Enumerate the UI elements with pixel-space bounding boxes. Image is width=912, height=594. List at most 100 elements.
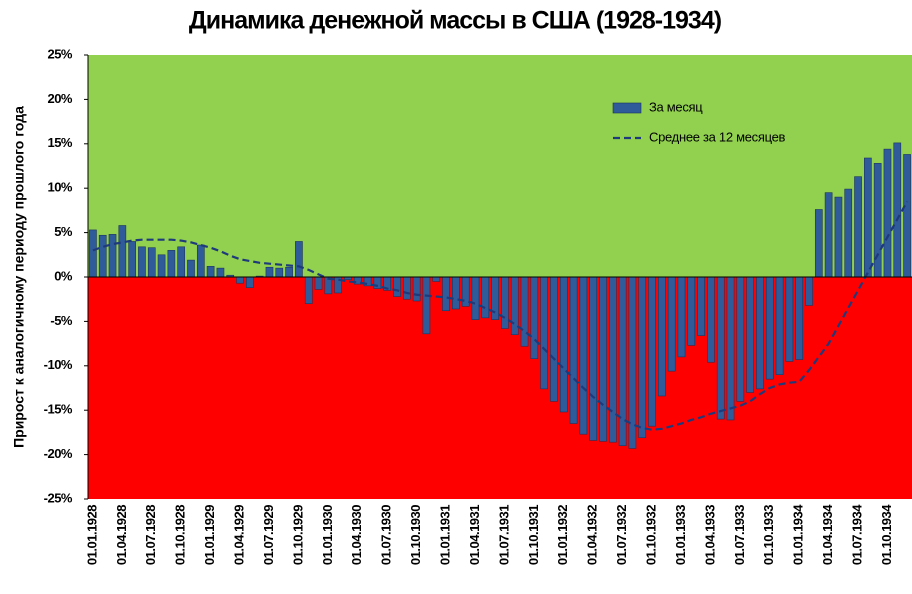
bar [452, 276, 460, 310]
x-tick-label: 01.07.1933 [732, 505, 747, 565]
y-tick-label: 5% [54, 224, 73, 239]
legend-swatch [612, 102, 642, 114]
bar [540, 276, 548, 390]
bar [893, 142, 902, 278]
bar [785, 276, 794, 362]
y-tick-label: -5% [50, 313, 73, 328]
bar [432, 276, 441, 282]
bar [393, 276, 401, 297]
x-tick-label: 01.10.1933 [761, 505, 776, 565]
bar [569, 276, 578, 424]
bar [824, 192, 833, 278]
x-tick-label: 01.04.1930 [349, 505, 364, 565]
bar [128, 241, 136, 278]
bar [854, 176, 862, 278]
bar [677, 276, 686, 358]
x-tick-label: 01.07.1932 [614, 505, 629, 565]
bar [520, 276, 529, 347]
bar [667, 276, 676, 372]
y-tick-label: -20% [44, 446, 73, 461]
bar [736, 276, 745, 402]
y-tick-label: -25% [44, 490, 73, 505]
bar [658, 276, 666, 397]
x-tick-label: 01.10.1931 [526, 505, 541, 565]
bar [589, 276, 598, 441]
bar [422, 276, 431, 335]
bar [187, 259, 195, 278]
x-tick-label: 01.10.1928 [173, 505, 188, 565]
bar [304, 276, 313, 304]
bar [697, 276, 705, 336]
bar [206, 266, 215, 278]
bar [864, 157, 872, 278]
x-tick-label: 01.07.1934 [849, 504, 864, 565]
bar [795, 276, 804, 360]
background-positive [88, 55, 912, 277]
bar [844, 188, 853, 278]
y-tick-label: 0% [54, 268, 73, 283]
x-tick-label: 01.01.1933 [673, 505, 688, 565]
x-tick-label: 01.04.1929 [231, 505, 246, 565]
bar [501, 276, 509, 329]
y-tick-label: -10% [44, 357, 73, 372]
bar [138, 246, 146, 278]
bar [118, 225, 127, 278]
y-tick-label: 25% [47, 46, 72, 61]
x-tick-label: 01.01.1934 [791, 504, 806, 565]
x-tick-label: 01.10.1930 [408, 505, 423, 565]
bar [89, 229, 97, 278]
bar [177, 246, 186, 278]
x-tick-label: 01.07.1928 [143, 505, 158, 565]
y-axis-label: Прирост к аналогичному периоду прошлого … [11, 106, 27, 448]
x-tick-label: 01.07.1930 [379, 505, 394, 565]
bar [550, 276, 558, 402]
bar [196, 244, 205, 278]
bar [687, 276, 696, 346]
x-tick-label: 01.10.1932 [643, 505, 658, 565]
legend-label: Среднее за 12 месяцев [649, 129, 786, 144]
chart-title: Динамика денежной массы в США (1928-1934… [189, 7, 722, 35]
bar [579, 276, 588, 435]
bar [275, 267, 284, 278]
line [92, 200, 909, 431]
bar [648, 276, 656, 427]
bar [599, 276, 607, 442]
x-tick-label: 01.01.1930 [320, 505, 335, 565]
x-tick-label: 01.01.1932 [555, 505, 570, 565]
y-tick-label: 20% [47, 91, 72, 106]
bar [805, 276, 813, 306]
bar [147, 247, 156, 278]
bar [265, 266, 274, 278]
bar [756, 276, 764, 390]
x-tick-label: 01.04.1932 [585, 505, 600, 565]
x-tick-label: 01.01.1929 [202, 505, 217, 565]
bar [157, 254, 166, 278]
x-tick-label: 01.04.1934 [820, 504, 835, 565]
bar [834, 196, 843, 278]
bar [638, 276, 647, 439]
bar [442, 276, 450, 312]
bar [903, 154, 911, 278]
legend-label: За месяц [649, 99, 703, 114]
bar [746, 276, 754, 393]
bar [108, 234, 117, 278]
x-tick-label: 01.04.1928 [114, 505, 129, 565]
y-tick-label: -15% [44, 402, 73, 417]
bar [765, 276, 774, 380]
bar [167, 250, 176, 278]
bar [726, 276, 735, 421]
bar [510, 276, 519, 336]
bar [402, 276, 411, 300]
bar [481, 276, 490, 319]
bar [883, 148, 892, 278]
bar [461, 276, 470, 307]
bar [246, 276, 254, 288]
bar [98, 234, 107, 278]
bar [873, 163, 882, 278]
bar [295, 241, 303, 278]
bar [471, 276, 480, 320]
bar [559, 276, 568, 413]
bar [608, 276, 617, 443]
x-tick-label: 01.10.1929 [290, 505, 305, 565]
